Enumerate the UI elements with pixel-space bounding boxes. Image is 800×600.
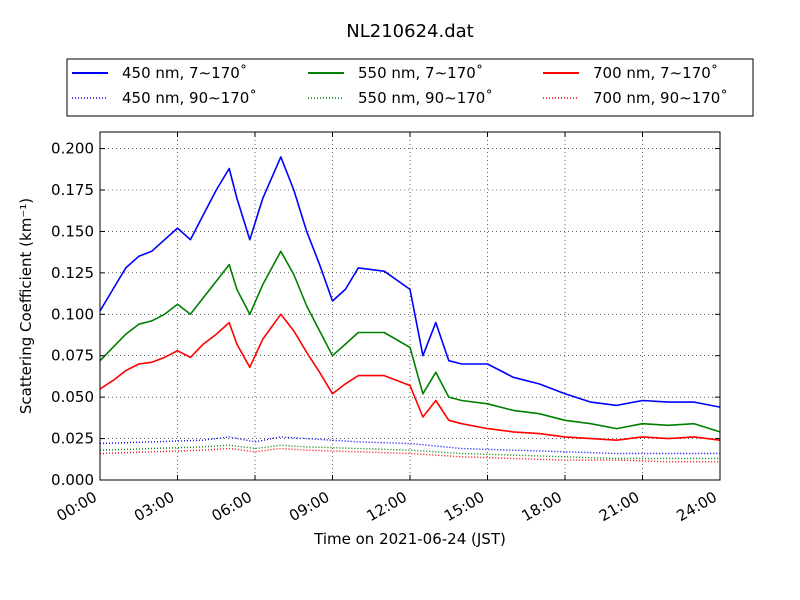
y-tick-label: 0.000: [51, 471, 94, 489]
series-line-5: [99, 447, 720, 463]
x-tick-label: 18:00: [519, 488, 565, 525]
series-line-2: [99, 313, 721, 442]
series-lines: [99, 156, 721, 463]
y-tick-label: 0.150: [51, 222, 94, 240]
x-tick-label: 12:00: [364, 488, 410, 525]
series-line-3: [99, 436, 720, 455]
x-axis-ticks: 00:00 03:00 06:00 09:00 12:00 15:00 18:00 21:00…: [54, 132, 721, 525]
legend-label-3: 450 nm, 90∼170˚: [122, 89, 257, 107]
y-tick-label: 0.125: [51, 264, 94, 282]
x-axis-label: Time on 2021-06-24 (JST): [313, 530, 506, 548]
series-line-0: [99, 156, 721, 408]
y-tick-label: 0.025: [51, 430, 94, 448]
x-tick-label: 21:00: [596, 488, 642, 525]
y-axis-label: Scattering Coefficient (km⁻¹): [17, 198, 35, 414]
y-tick-label: 0.100: [51, 305, 94, 323]
x-tick-label: 00:00: [54, 488, 100, 525]
x-tick-label: 15:00: [441, 488, 487, 525]
chart-title: NL210624.dat: [346, 21, 473, 42]
grid: [99, 132, 721, 481]
x-tick-label: 09:00: [286, 488, 332, 525]
series-line-1: [99, 250, 721, 433]
legend-box: [66, 58, 754, 117]
legend-label-1: 550 nm, 7∼170˚: [358, 64, 483, 82]
x-tick-label: 06:00: [209, 488, 255, 525]
legend-label-0: 450 nm, 7∼170˚: [122, 64, 247, 82]
y-tick-label: 0.175: [51, 181, 94, 199]
legend: 450 nm, 7∼170˚ 550 nm, 7∼170˚ 700 nm, 7∼17…: [66, 58, 754, 117]
y-axis-ticks: 0.000 0.025 0.050 0.075 0.100 0.125 0.150 0.175…: [51, 140, 720, 489]
x-tick-label: 24:00: [674, 488, 720, 525]
y-tick-label: 0.200: [51, 140, 94, 158]
x-tick-label: 03:00: [131, 488, 177, 525]
legend-label-2: 700 nm, 7∼170˚: [593, 64, 718, 82]
y-tick-label: 0.050: [51, 388, 94, 406]
legend-label-4: 550 nm, 90∼170˚: [358, 89, 493, 107]
legend-label-5: 700 nm, 90∼170˚: [593, 89, 728, 107]
y-tick-label: 0.075: [51, 347, 94, 365]
series-line-4: [99, 444, 720, 460]
